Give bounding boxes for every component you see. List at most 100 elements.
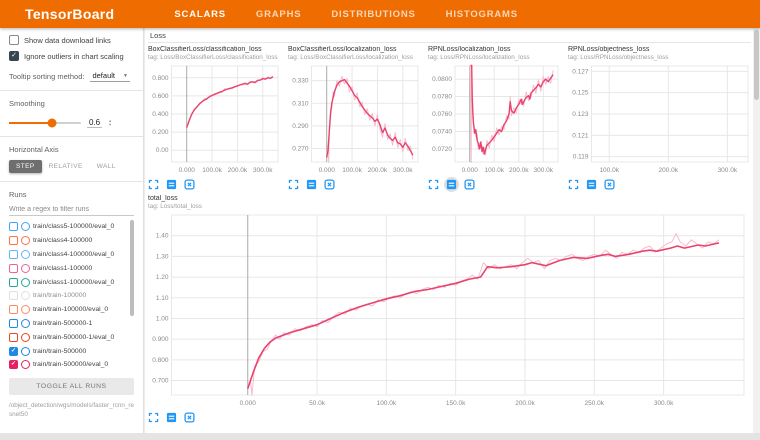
run-name: train/class4-100000/eval_0 [33,250,115,258]
fit-domain-icon[interactable] [464,178,475,190]
run-color-icon[interactable] [21,318,30,328]
chart-data-icon[interactable] [166,412,177,423]
smoothing-slider-thumb[interactable] [47,118,57,128]
show-download-links-checkbox[interactable] [9,35,19,45]
ignore-outliers-checkbox[interactable]: ✓ [9,51,19,61]
expand-chart-icon[interactable] [568,179,579,190]
tab-graphs[interactable]: GRAPHS [255,8,302,20]
tooltip-sort-dropdown[interactable]: default ▼ [90,70,130,82]
ignore-outliers-row[interactable]: ✓ Ignore outliers in chart scaling [9,51,134,61]
expand-chart-icon[interactable] [288,179,299,190]
run-color-icon[interactable] [21,346,30,356]
fit-domain-icon[interactable] [184,178,195,190]
run-checkbox[interactable]: ✓ [9,346,18,356]
run-filter-input[interactable] [9,204,134,216]
tooltip-sort-label: Tooltip sorting method: [9,71,85,81]
chart-data-icon[interactable] [166,179,177,190]
run-list-item[interactable]: train/train-500000-1/eval_0 [9,330,134,344]
run-checkbox[interactable] [9,222,18,232]
axis-step-button[interactable]: STEP [9,160,42,173]
axis-wall-button[interactable]: WALL [96,163,116,170]
chart-card-boxclassifier-localization-loss: BoxClassifierLoss/localization_loss tag:… [288,46,428,191]
smoothing-stepper[interactable]: ▲ ▼ [108,119,112,127]
run-color-icon[interactable] [21,291,30,301]
run-checkbox[interactable] [9,263,18,273]
expand-chart-icon[interactable] [148,179,159,190]
run-checkbox[interactable] [9,305,18,315]
run-color-icon[interactable] [21,277,30,287]
run-color-icon[interactable] [21,263,30,273]
run-list-scrollbar[interactable] [130,220,134,316]
svg-text:0.0780: 0.0780 [432,94,452,101]
run-color-icon[interactable] [21,236,30,246]
run-checkbox[interactable] [9,318,18,328]
run-color-icon[interactable] [21,332,30,342]
app-header: TensorBoard SCALARS GRAPHS DISTRIBUTIONS… [0,0,760,28]
fit-domain-icon[interactable] [184,411,195,423]
bottom-edge [0,433,760,440]
run-list-item[interactable]: train/train-100000 [9,289,134,303]
run-color-icon[interactable] [21,360,30,370]
run-list-item[interactable]: train/class4-100000/eval_0 [9,248,134,262]
tab-scalars[interactable]: SCALARS [174,8,226,20]
expand-chart-icon[interactable] [148,412,159,423]
stepper-down-icon[interactable]: ▼ [108,122,113,127]
svg-text:0.125: 0.125 [572,90,589,97]
chart-plot-area[interactable]: 0.330 0.310 0.290 0.270 0.000 100.0k 200.0k 300… [288,63,422,175]
expand-chart-icon[interactable] [428,179,439,190]
chart-plot-area[interactable]: 1.40 1.30 1.20 1.10 1.00 0.900 0.800 0.700 0.000… [148,212,748,408]
chart-plot-area[interactable]: 0.800 0.600 0.400 0.200 0.00 0.000 100.0k 200.0… [148,63,282,175]
chart-title: BoxClassifierLoss/classification_loss [148,46,262,53]
tag-group-header-loss[interactable]: Loss [148,30,751,43]
run-color-icon[interactable] [21,222,30,232]
chart-data-icon[interactable] [444,176,459,192]
chart-plot-area[interactable]: 0.0800 0.0780 0.0760 0.0740 0.0720 0.000 100.0… [428,63,562,175]
svg-text:200.0k: 200.0k [368,167,388,174]
run-checkbox[interactable] [9,332,18,342]
toggle-all-runs-button[interactable]: TOGGLE ALL RUNS [9,378,134,395]
svg-text:0.900: 0.900 [152,336,169,343]
run-list-item[interactable]: train/class1-100000/eval_0 [9,275,134,289]
fit-domain-icon[interactable] [324,178,335,190]
tab-distributions[interactable]: DISTRIBUTIONS [331,8,416,20]
svg-text:0.0800: 0.0800 [432,76,452,83]
chart-plot-area[interactable]: 0.127 0.125 0.123 0.121 0.119 100.0k 200.0k 300… [568,63,752,175]
ignore-outliers-label: Ignore outliers in chart scaling [24,51,124,61]
svg-text:150.0k: 150.0k [446,400,466,407]
run-checkbox[interactable] [9,291,18,301]
run-list-item[interactable]: train/class5-100000/eval_0 [9,220,134,234]
svg-text:200.0k: 200.0k [515,400,535,407]
run-checkbox[interactable] [9,249,18,259]
run-list-item[interactable]: train/class4-100000 [9,234,134,248]
run-name: train/class5-100000/eval_0 [33,223,115,231]
run-color-icon[interactable] [21,249,30,259]
chart-data-icon[interactable] [586,179,597,190]
run-list-item[interactable]: train/train-500000-1 [9,317,134,331]
run-checkbox[interactable] [9,277,18,287]
svg-text:300.0k: 300.0k [534,167,554,174]
smoothing-slider[interactable] [9,118,81,128]
chart-data-icon[interactable] [306,179,317,190]
show-download-links-row[interactable]: Show data download links [9,35,134,45]
page-scrollbar[interactable] [753,28,760,433]
tab-histograms[interactable]: HISTOGRAMS [445,8,518,20]
tooltip-sort-value: default [92,71,115,80]
run-color-icon[interactable] [21,305,30,315]
fit-domain-icon[interactable] [604,178,615,190]
run-checkbox[interactable]: ✓ [9,360,18,370]
stepper-up-icon[interactable]: ▲ [108,118,113,123]
svg-text:250.0k: 250.0k [585,400,605,407]
page-scrollbar-thumb[interactable] [754,30,759,100]
chart-title: BoxClassifierLoss/localization_loss [288,46,397,53]
run-list-item[interactable]: ✓ train/train-500000/eval_0 [9,358,134,372]
smoothing-value[interactable]: 0.6 [87,118,103,128]
svg-text:1.30: 1.30 [156,253,169,260]
svg-text:0.700: 0.700 [152,378,169,385]
svg-text:0.000: 0.000 [462,167,479,174]
axis-relative-button[interactable]: RELATIVE [48,163,83,170]
smoothing-label: Smoothing [9,99,45,108]
run-list-item[interactable]: ✓ train/train-500000 [9,344,134,358]
run-checkbox[interactable] [9,236,18,246]
run-list-item[interactable]: train/train-100000/eval_0 [9,303,134,317]
run-list-item[interactable]: train/class1-100000 [9,261,134,275]
